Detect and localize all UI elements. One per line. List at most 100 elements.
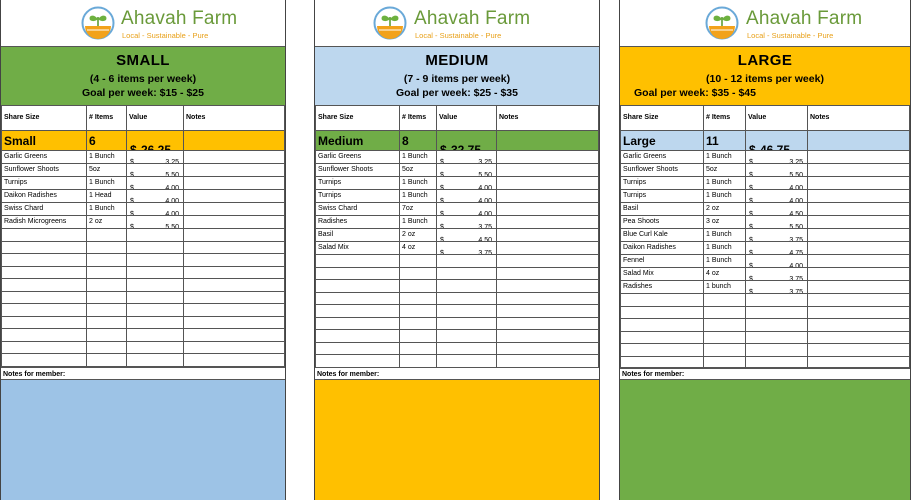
item-row: Sunflower Shoots 5oz $5.50 — [1, 163, 285, 177]
item-row: Garlic Greens 1 Bunch $3.25 — [620, 150, 910, 164]
item-quantity: 3 oz — [703, 215, 746, 229]
item-name — [620, 293, 704, 307]
item-notes — [183, 253, 285, 267]
column-header-value: Value — [126, 105, 184, 131]
item-name: Garlic Greens — [620, 150, 704, 164]
blank-row — [315, 291, 599, 305]
member-notes-area[interactable] — [620, 380, 910, 500]
item-value: $4.50 — [436, 228, 497, 242]
blank-row — [315, 304, 599, 318]
item-name — [315, 279, 400, 293]
item-row: Basil 2 oz $4.50 — [620, 202, 910, 216]
member-notes-area[interactable] — [315, 380, 599, 500]
item-value: $5.50 — [126, 215, 184, 229]
item-value — [436, 341, 497, 355]
weekly-goal: Goal per week: $25 - $35 — [396, 87, 518, 99]
item-value — [436, 266, 497, 280]
item-row: Fennel 1 Bunch $4.00 — [620, 254, 910, 268]
item-name: Radishes — [620, 280, 704, 294]
column-header-items: # Items — [86, 105, 127, 131]
item-value: $4.00 — [436, 189, 497, 203]
item-notes — [807, 267, 910, 281]
item-name — [315, 354, 400, 368]
column-header-items: # Items — [703, 105, 746, 131]
item-notes — [807, 293, 910, 307]
item-name — [315, 254, 400, 268]
item-row: Sunflower Shoots 5oz $5.50 — [620, 163, 910, 177]
item-notes — [183, 278, 285, 292]
item-quantity: 1 Bunch — [399, 176, 437, 190]
share-size-title: MEDIUM — [425, 52, 489, 69]
item-quantity: 5oz — [703, 163, 746, 177]
item-quantity — [703, 293, 746, 307]
item-quantity: 1 Bunch — [399, 189, 437, 203]
item-name: Salad Mix — [620, 267, 704, 281]
item-notes — [183, 353, 285, 367]
item-value — [126, 228, 184, 242]
item-quantity — [399, 341, 437, 355]
item-notes — [807, 150, 910, 164]
item-name — [315, 304, 400, 318]
summary-value: $26.25 — [126, 130, 184, 151]
column-header-share-size: Share Size — [315, 105, 400, 131]
item-quantity — [86, 315, 127, 329]
summary-share-name: Large — [620, 130, 704, 151]
item-quantity — [399, 316, 437, 330]
farm-logo-icon — [81, 6, 115, 40]
farm-logo: Ahavah Farm Local - Sustainable - Pure — [1, 0, 285, 46]
item-row: Radish Microgreens 2 oz $5.50 — [1, 215, 285, 229]
blank-row — [315, 266, 599, 280]
item-quantity — [399, 304, 437, 318]
blank-row — [620, 330, 910, 344]
summary-share-name: Medium — [315, 130, 400, 151]
member-notes-area[interactable] — [1, 380, 285, 500]
item-value — [126, 340, 184, 354]
item-notes — [807, 254, 910, 268]
brand-name: Ahavah Farm — [746, 8, 863, 29]
item-value: $4.75 — [745, 241, 808, 255]
item-name: Radishes — [315, 215, 400, 229]
item-value: $4.00 — [436, 176, 497, 190]
blank-row — [315, 254, 599, 268]
item-notes — [183, 340, 285, 354]
item-row: Salad Mix 4 oz $3.75 — [315, 241, 599, 255]
item-quantity: 7oz — [399, 202, 437, 216]
item-value — [126, 290, 184, 304]
item-value: $3.75 — [745, 280, 808, 294]
share-header: SMALL (4 - 6 items per week) Goal per we… — [1, 46, 285, 105]
item-value — [745, 305, 808, 319]
item-value: $5.50 — [126, 163, 184, 177]
item-notes — [183, 315, 285, 329]
item-quantity — [86, 278, 127, 292]
item-value: $4.00 — [436, 202, 497, 216]
item-row: Daikon Radishes 1 Bunch $4.75 — [620, 241, 910, 255]
item-notes — [496, 316, 599, 330]
item-quantity — [703, 305, 746, 319]
summary-item-count: 6 — [86, 130, 127, 151]
column-header-notes: Notes — [807, 105, 910, 131]
blank-row — [1, 265, 285, 279]
item-name: Swiss Chard — [1, 202, 87, 216]
item-quantity: 5oz — [86, 163, 127, 177]
item-value: $4.00 — [126, 189, 184, 203]
item-value: $3.25 — [126, 150, 184, 164]
item-notes — [496, 176, 599, 190]
item-row: Radishes 1 bunch $3.75 — [620, 280, 910, 294]
item-quantity: 1 Bunch — [703, 228, 746, 242]
member-notes-section: Notes for member: — [620, 367, 910, 500]
blank-row — [1, 328, 285, 342]
item-notes — [807, 176, 910, 190]
item-notes — [496, 266, 599, 280]
item-row: Basil 2 oz $4.50 — [315, 228, 599, 242]
item-notes — [496, 215, 599, 229]
summary-value: $32.75 — [436, 130, 497, 151]
item-notes — [807, 189, 910, 203]
item-quantity: 1 Bunch — [703, 189, 746, 203]
item-notes — [807, 241, 910, 255]
item-notes — [807, 228, 910, 242]
item-value — [126, 265, 184, 279]
item-name: Turnips — [620, 176, 704, 190]
item-name: Pea Shoots — [620, 215, 704, 229]
item-value: $3.75 — [745, 267, 808, 281]
item-name — [1, 353, 87, 367]
